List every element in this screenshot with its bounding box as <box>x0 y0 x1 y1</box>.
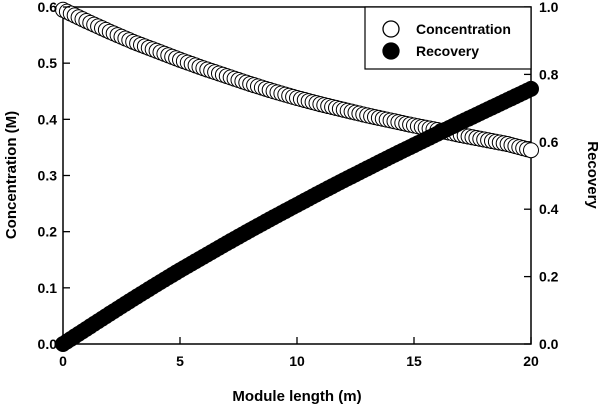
y-right-tick-label: 0.6 <box>539 134 559 150</box>
y-right-tick-label: 1.0 <box>539 0 559 15</box>
legend-label-concentration: Concentration <box>416 21 511 37</box>
data-point <box>523 142 539 159</box>
legend-box <box>364 6 532 70</box>
y-left-axis-title: Concentration (M) <box>3 111 20 239</box>
y-right-axis-title: Recovery <box>584 141 600 209</box>
legend: Concentration Recovery <box>364 6 532 70</box>
series-recovery <box>55 80 539 352</box>
y-left-tick-label: 0.0 <box>38 336 58 352</box>
series-layer <box>55 1 539 352</box>
y-right-tick-label: 0.2 <box>539 269 559 285</box>
legend-marker-concentration <box>382 20 400 38</box>
data-point <box>523 80 539 97</box>
y-right-tick-label: 0.4 <box>539 201 559 217</box>
y-left-tick-label: 0.6 <box>38 0 58 15</box>
series-concentration <box>55 1 539 159</box>
x-tick-label: 20 <box>523 353 539 369</box>
y-right-tick-label: 0.0 <box>539 336 559 352</box>
legend-label-recovery: Recovery <box>416 43 479 59</box>
x-axis-title: Module length (m) <box>232 388 361 405</box>
x-tick-label: 0 <box>59 353 67 369</box>
y-left-tick-label: 0.5 <box>38 55 58 71</box>
y-right-tick-label: 0.8 <box>539 66 559 82</box>
y-left-tick-label: 0.3 <box>38 168 58 184</box>
y-left-tick-label: 0.2 <box>38 224 58 240</box>
y-left-tick-label: 0.4 <box>38 111 58 127</box>
x-tick-label: 10 <box>289 353 305 369</box>
legend-marker-recovery <box>382 42 400 60</box>
x-tick-label: 15 <box>406 353 422 369</box>
x-tick-label: 5 <box>176 353 184 369</box>
ticks-layer: 0 5 10 15 200.00.10.20.30.40.50.60.00.20.40.… <box>38 0 559 369</box>
y-left-tick-label: 0.1 <box>38 280 58 296</box>
